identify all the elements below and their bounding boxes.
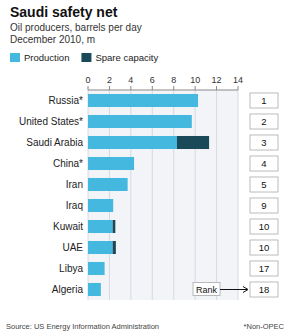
plot-background xyxy=(88,90,238,300)
annotation-arrow xyxy=(220,289,247,290)
rank-box xyxy=(250,93,278,108)
legend-label: Spare capacity xyxy=(95,52,158,63)
tick-label: 8 xyxy=(171,75,176,85)
footnote: *Non-OPEC xyxy=(244,322,285,331)
rank-label: 3 xyxy=(261,137,266,148)
bar xyxy=(104,262,105,275)
rank-label: 10 xyxy=(259,242,270,253)
tick-mark xyxy=(173,86,174,90)
tick-mark xyxy=(195,86,196,90)
tick-mark xyxy=(109,86,110,90)
category-label: Iraq xyxy=(66,200,83,211)
ranks: 1 2 3 4 5 9 10 10 17 18 xyxy=(250,93,278,297)
bar xyxy=(88,199,113,212)
legend: Production Spare capacity xyxy=(10,52,159,63)
rank-label: 5 xyxy=(261,179,266,190)
rank-box xyxy=(250,177,278,192)
annotation: Rank xyxy=(193,283,248,296)
rank-label: 9 xyxy=(261,200,266,211)
tick-mark xyxy=(152,86,153,90)
category-label: Russia* xyxy=(49,95,84,106)
bar xyxy=(88,283,101,296)
title: Saudi safety net xyxy=(10,4,118,20)
bar xyxy=(100,283,101,296)
category-label: China* xyxy=(53,158,83,169)
annotation-arrowhead xyxy=(243,287,248,293)
rank-box xyxy=(250,240,278,255)
tick-mark xyxy=(238,86,239,90)
bar xyxy=(88,136,177,149)
axis-line xyxy=(88,90,238,91)
category-label: Saudi Arabia xyxy=(26,137,83,148)
rank-label: 18 xyxy=(259,284,270,295)
grid-line xyxy=(238,90,239,300)
tick-mark xyxy=(130,86,131,90)
bar xyxy=(113,199,114,212)
grid-line xyxy=(216,90,217,300)
annotation-label: Rank xyxy=(196,285,218,295)
bar xyxy=(88,157,134,170)
bar xyxy=(88,178,128,191)
category-label: Libya xyxy=(59,263,83,274)
bar xyxy=(198,94,199,107)
tick-mark xyxy=(216,86,217,90)
chart: Saudi safety net Oil producers, barrels p… xyxy=(0,0,290,335)
tick-label: 14 xyxy=(233,75,243,85)
rank-label: 4 xyxy=(261,158,266,169)
bars xyxy=(88,94,209,296)
rank-label: 17 xyxy=(259,263,270,274)
bar xyxy=(88,220,113,233)
rank-label: 1 xyxy=(261,95,266,106)
bar xyxy=(88,262,105,275)
legend-swatch xyxy=(10,53,20,62)
bar xyxy=(134,157,135,170)
rank-box xyxy=(250,198,278,213)
rank-box xyxy=(250,156,278,171)
rank-box xyxy=(250,282,278,297)
tick-mark xyxy=(88,86,89,90)
legend-swatch xyxy=(81,53,91,62)
bar xyxy=(113,220,116,233)
category-label: Kuwait xyxy=(53,221,83,232)
tick-label: 2 xyxy=(107,75,112,85)
category-label: Algeria xyxy=(52,284,84,295)
bar xyxy=(191,115,192,128)
source: Source: US Energy Information Administra… xyxy=(6,322,159,331)
tick-label: 10 xyxy=(190,75,200,85)
tick-label: 6 xyxy=(150,75,155,85)
rank-box xyxy=(250,219,278,234)
tick-label: 4 xyxy=(128,75,133,85)
x-axis: 0 2 4 6 8 10 12 14 xyxy=(85,75,243,300)
tick-label: 0 xyxy=(85,75,90,85)
subtitle: December 2010, m xyxy=(10,34,95,45)
bar xyxy=(177,136,209,149)
rank-box xyxy=(250,135,278,150)
bar xyxy=(127,178,128,191)
bar xyxy=(88,241,113,254)
rank-label: 10 xyxy=(259,221,270,232)
category-label: United States* xyxy=(19,116,83,127)
rank-box xyxy=(250,114,278,129)
annotation-box xyxy=(193,283,220,296)
legend-label: Production xyxy=(24,52,69,63)
category-label: Iran xyxy=(66,179,83,190)
rank-label: 2 xyxy=(261,116,266,127)
category-label: UAE xyxy=(62,242,83,253)
bar xyxy=(113,241,116,254)
bar xyxy=(88,115,192,128)
grid-line xyxy=(195,90,196,300)
bar xyxy=(88,94,198,107)
tick-label: 12 xyxy=(212,75,222,85)
rank-box xyxy=(250,261,278,276)
y-axis: Russia* United States* Saudi Arabia China* I… xyxy=(19,95,83,295)
subtitle: Oil producers, barrels per day xyxy=(10,22,142,33)
